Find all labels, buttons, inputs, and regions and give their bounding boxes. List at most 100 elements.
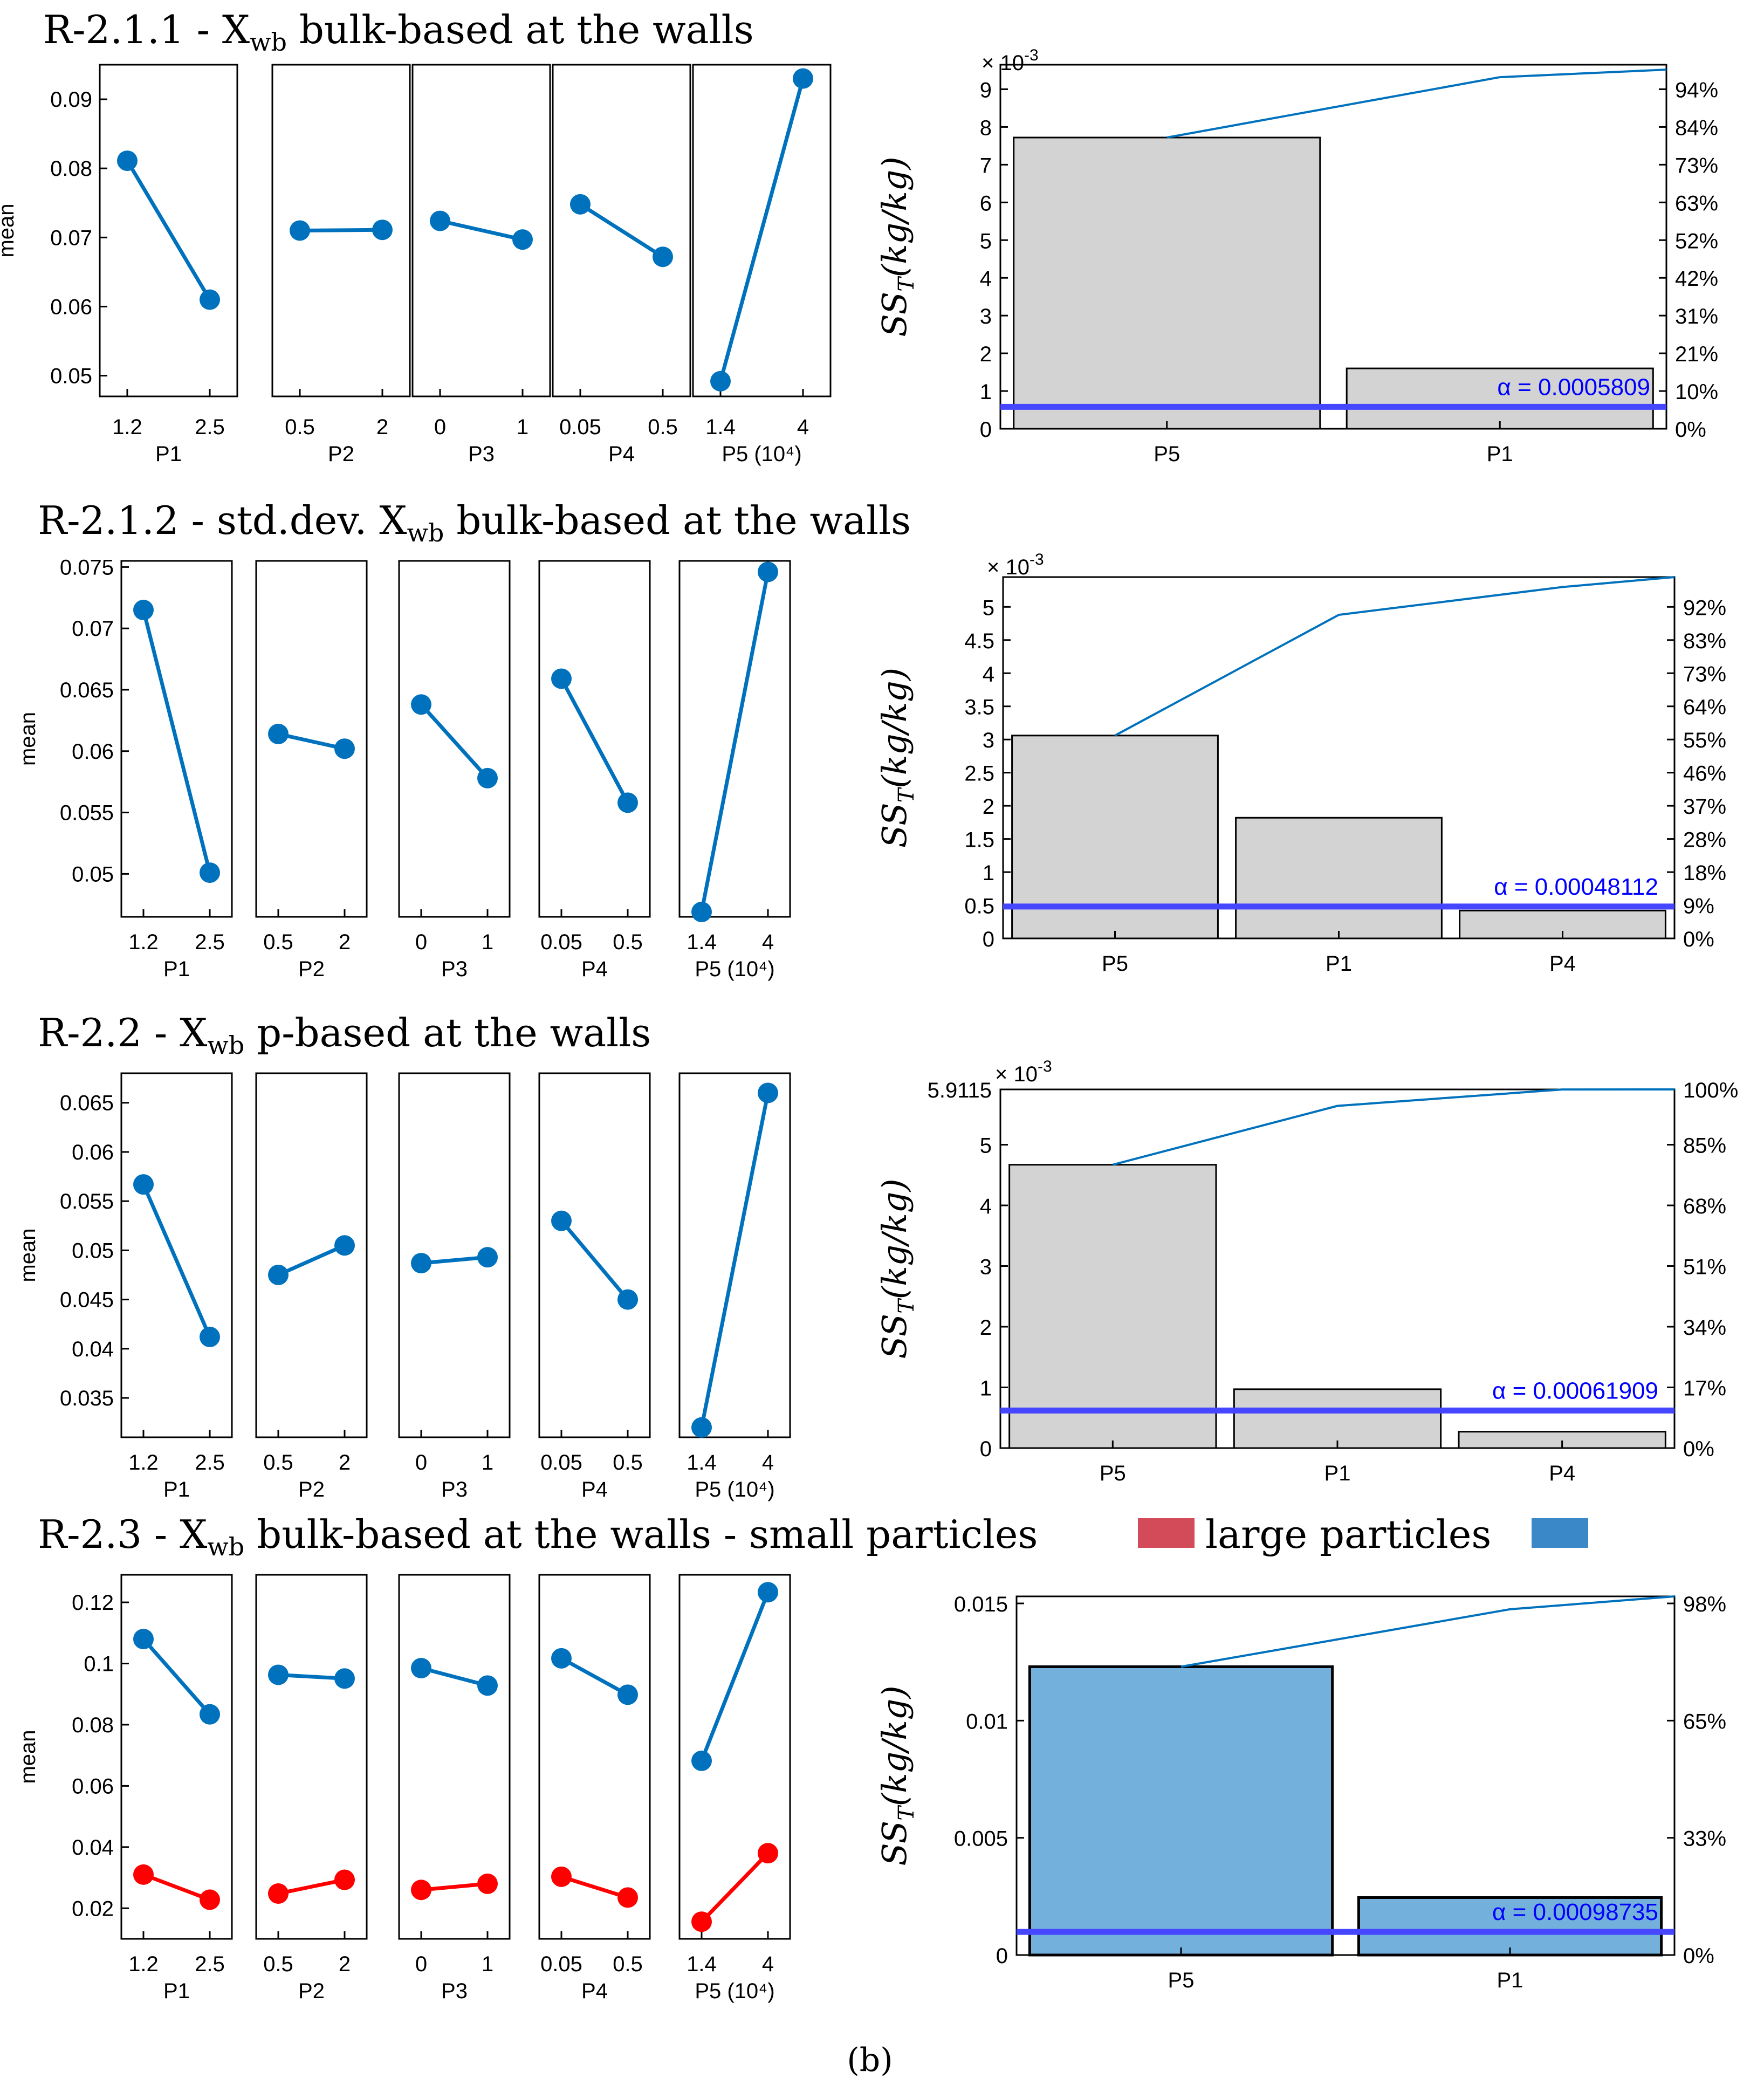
x-tick-label: 0.5 <box>613 1952 643 1976</box>
y-tick-label: 4 <box>980 267 992 291</box>
y2-tick-label: 51% <box>1683 1256 1726 1279</box>
y2-tick-label: 55% <box>1683 729 1726 752</box>
mean-point <box>411 1880 431 1901</box>
mean-point <box>691 1750 712 1771</box>
y-axis-label: SST(kg/kg) <box>875 1685 919 1865</box>
x-tick-label: P1 <box>1326 952 1352 976</box>
mean-point <box>758 1582 778 1603</box>
alpha-label: α = 0.00048112 <box>1494 874 1658 900</box>
mean-effect-line <box>278 1672 345 1681</box>
y-tick-label: 0 <box>980 1437 992 1461</box>
axis-multiplier: × 10-3 <box>995 1058 1052 1086</box>
y2-tick-label: 28% <box>1683 828 1726 852</box>
y2-tick-label: 17% <box>1683 1377 1726 1401</box>
x-tick-label: 0 <box>434 415 446 439</box>
x-axis-label: P5 (10⁴) <box>722 442 801 466</box>
main-effect-panel <box>538 1072 651 1438</box>
y2-tick-label: 0% <box>1683 1944 1714 1968</box>
x-tick-label: 2 <box>339 930 351 954</box>
y-axis-label: mean <box>0 203 18 257</box>
y-tick-label: 0.035 <box>60 1387 114 1410</box>
x-tick-label: 1 <box>517 415 528 439</box>
x-tick-label: 0.5 <box>285 415 315 439</box>
main-effect-panel <box>398 1072 511 1438</box>
main-effect-panel <box>678 560 791 918</box>
pareto-frame <box>1015 1595 1676 1956</box>
y-tick-label: 0.1 <box>84 1652 114 1676</box>
y-tick-label: 5.9115 <box>928 1079 992 1102</box>
mean-point <box>200 289 220 310</box>
mean-point <box>200 1889 220 1910</box>
x-tick-label: 2.5 <box>195 415 225 439</box>
y2-tick-label: 31% <box>1675 305 1718 328</box>
y-tick-label: 1.5 <box>964 828 994 852</box>
y-tick-label: 0.07 <box>50 226 92 250</box>
x-axis-label: P2 <box>298 1478 325 1501</box>
y-tick-label: 0.04 <box>72 1338 114 1361</box>
mean-effect-line <box>141 609 212 873</box>
cumulative-line <box>1180 1595 1675 1668</box>
axis-multiplier: × 10-3 <box>987 551 1044 579</box>
mean-effect-line <box>579 202 664 259</box>
y-axis-label: SST(kg/kg) <box>875 668 919 848</box>
mean-point <box>268 723 289 744</box>
row-title: R-2.2 - Xwb p-based at the walls <box>38 1010 651 1060</box>
mean-point <box>551 1210 572 1231</box>
y2-tick-label: 73% <box>1675 154 1718 177</box>
legend-label-large: large particles <box>1205 1512 1491 1557</box>
mean-effect-line <box>699 571 770 913</box>
x-tick-label: 2.5 <box>195 930 225 954</box>
mean-point <box>758 561 778 582</box>
y-tick-label: 0.045 <box>60 1288 114 1312</box>
mean-point <box>200 1326 220 1347</box>
y-tick-label: 0.07 <box>72 617 114 641</box>
legend-swatch-large <box>1532 1518 1588 1548</box>
y-tick-label: 1 <box>983 861 994 885</box>
y-tick-label: 0.06 <box>72 740 114 764</box>
y-tick-label: 0.005 <box>954 1827 1008 1851</box>
mean-point <box>334 738 355 759</box>
y2-tick-label: 9% <box>1683 895 1714 918</box>
y-tick-label: 0.075 <box>60 555 114 579</box>
y2-tick-label: 65% <box>1683 1710 1726 1733</box>
main-effect-panel <box>398 1574 511 1940</box>
mean-point <box>133 1629 154 1650</box>
legend-swatch-small <box>1138 1518 1195 1548</box>
y-tick-label: 0.06 <box>72 1141 114 1164</box>
mean-effect-line <box>278 1878 345 1896</box>
mean-effect-line <box>700 1851 770 1923</box>
mean-effect-line <box>278 732 345 751</box>
y-tick-label: 3.5 <box>964 696 994 719</box>
mean-effect-line <box>560 1875 629 1899</box>
pareto-bar <box>1233 1388 1442 1449</box>
y2-tick-label: 94% <box>1675 78 1718 102</box>
main-effect-panel <box>255 1574 368 1940</box>
y2-tick-label: 64% <box>1683 696 1726 719</box>
mean-effect-line <box>141 1183 212 1338</box>
x-tick-label: 1.2 <box>112 415 142 439</box>
row-title: R-2.1.2 - std.dev. Xwb bulk-based at the… <box>38 498 911 547</box>
mean-point <box>290 220 310 241</box>
y-tick-label: 0.04 <box>72 1836 114 1860</box>
mean-point <box>691 901 712 922</box>
y-tick-label: 4.5 <box>964 629 994 653</box>
mean-point <box>617 1289 638 1310</box>
y2-tick-label: 85% <box>1683 1134 1726 1158</box>
x-tick-label: 1 <box>482 1451 493 1474</box>
y2-tick-label: 18% <box>1683 861 1726 885</box>
pareto-bar <box>1028 1665 1334 1957</box>
x-tick-label: P4 <box>1549 1462 1575 1485</box>
x-axis-label: P2 <box>298 1979 325 2003</box>
x-axis-label: P5 (10⁴) <box>695 1979 774 2003</box>
mean-effect-line <box>420 703 489 780</box>
mean-effect-line <box>277 1244 346 1277</box>
main-effect-panel <box>271 64 411 397</box>
mean-point <box>691 1417 712 1438</box>
x-axis-label: P1 <box>155 442 182 466</box>
pareto-bar <box>1346 367 1654 430</box>
main-effect-panel <box>120 1574 233 1940</box>
x-tick-label: P4 <box>1549 952 1576 976</box>
mean-point <box>133 1174 154 1195</box>
y-tick-label: 0.08 <box>72 1713 114 1737</box>
